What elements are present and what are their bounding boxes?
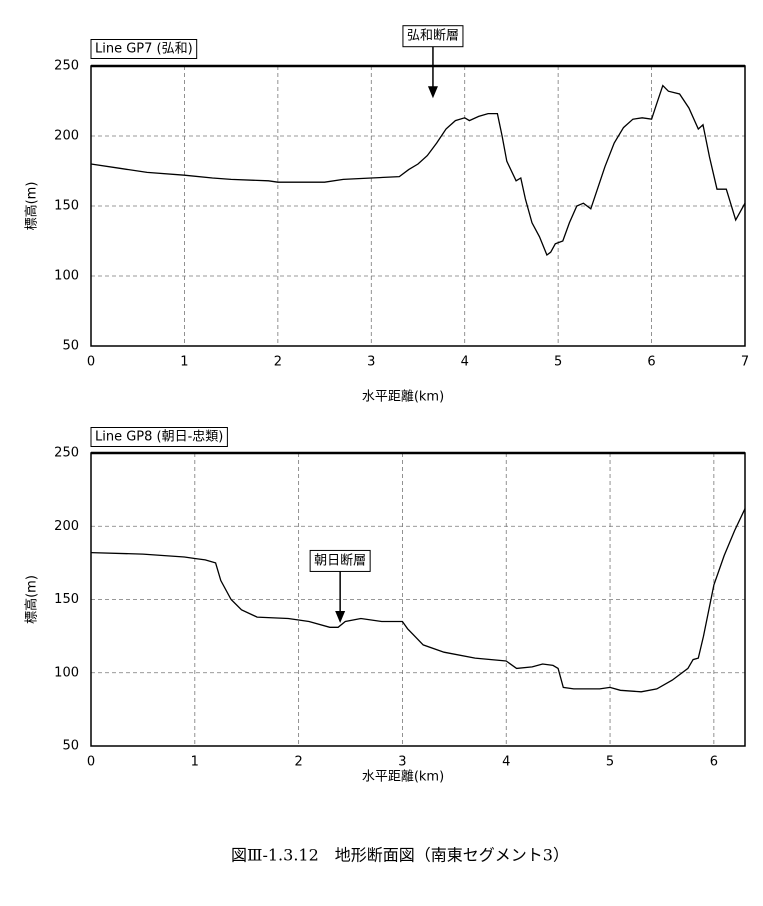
profile-line (90, 508, 746, 693)
annotation-label: 弘和断層 (407, 29, 459, 44)
x-tick-label: 0 (87, 755, 95, 770)
y-tick-label: 200 (54, 519, 79, 534)
x-tick-label: 7 (741, 355, 749, 370)
x-tick-label: 4 (461, 355, 469, 370)
chart-title: Line GP7 (弘和) (95, 42, 193, 57)
y-tick-label: 150 (54, 592, 79, 607)
x-tick-label: 4 (502, 755, 510, 770)
chart-title-box (90, 427, 228, 447)
y-axis-label: 標高(m) (24, 575, 40, 624)
chart-title: Line GP8 (朝日-忠類) (95, 430, 223, 445)
y-tick-label: 100 (54, 269, 79, 284)
x-tick-label: 2 (294, 755, 302, 770)
x-tick-label: 2 (274, 355, 282, 370)
y-tick-label: 150 (54, 199, 79, 214)
x-tick-label: 6 (647, 355, 655, 370)
x-axis-label: 水平距離(km) (362, 770, 444, 785)
x-tick-label: 6 (710, 755, 718, 770)
x-axis-label: 水平距離(km) (362, 390, 444, 405)
y-tick-label: 250 (54, 59, 79, 74)
x-tick-label: 1 (180, 355, 188, 370)
figure-caption: 図Ⅲ-1.3.12 地形断面図（南東セグメント3） (231, 846, 569, 865)
x-tick-label: 3 (367, 355, 375, 370)
x-tick-label: 5 (554, 355, 562, 370)
x-tick-label: 0 (87, 355, 95, 370)
x-tick-label: 1 (191, 755, 199, 770)
x-tick-label: 5 (606, 755, 614, 770)
x-tick-label: 3 (398, 755, 406, 770)
annotation-arrowhead (335, 610, 346, 623)
y-tick-label: 100 (54, 665, 79, 680)
y-tick-label: 50 (62, 739, 79, 754)
y-axis-label: 標高(m) (24, 182, 40, 231)
y-tick-label: 250 (54, 446, 79, 461)
annotation-arrowhead (427, 86, 438, 99)
chart-title-box (90, 39, 198, 59)
y-tick-label: 50 (62, 339, 79, 354)
profile-line (90, 84, 746, 257)
annotation-label: 朝日断層 (314, 553, 366, 568)
y-tick-label: 200 (54, 129, 79, 144)
